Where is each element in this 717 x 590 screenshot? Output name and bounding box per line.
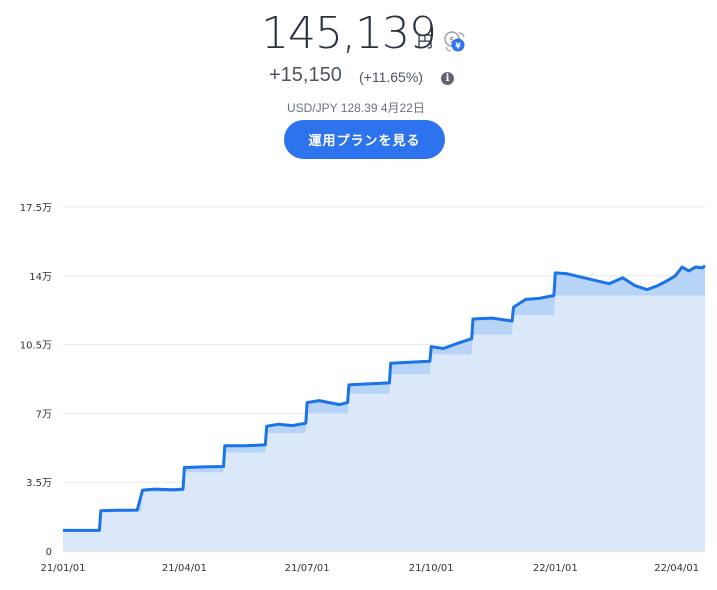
x-tick-label: 21/10/01 [409,563,454,574]
currency-unit: 円 [417,34,434,51]
deposit-area [63,295,705,551]
info-icon[interactable]: i [441,72,454,85]
svg-text:$: $ [449,36,455,46]
svg-text:¥: ¥ [455,41,461,50]
gain-percent: (+11.65%) [359,69,423,85]
view-plan-button[interactable]: 運用プランを見る [284,120,445,159]
y-tick-label: 17.5万 [20,203,52,214]
currency-switch-icon[interactable]: $ ¥ [443,30,467,54]
gain-area [63,265,705,532]
gain-row: +15,150 (+11.65%) i [0,62,717,90]
x-tick-label: 21/07/01 [285,563,330,574]
total-row: 145,139 円 $ ¥ [0,8,717,60]
total-value: 145,139 [261,8,437,59]
y-tick-label: 3.5万 [26,478,52,489]
fx-rate: USD/JPY 128.39 4月22日 [287,101,425,115]
gain-amount: +15,150 [269,64,342,86]
x-tick-label: 22/01/01 [533,563,578,574]
x-axis: 21/01/01 21/04/01 21/07/01 21/10/01 22/01/01… [41,563,700,574]
y-tick-label: 14万 [29,272,52,283]
valuation-line [63,264,706,532]
y-axis: 0 3.5万 7万 10.5万 14万 17.5万 [20,203,52,558]
x-tick-label: 22/04/01 [654,563,699,574]
x-tick-label: 21/01/01 [41,563,86,574]
y-tick-label: 7万 [36,409,52,420]
x-tick-label: 21/04/01 [162,563,207,574]
y-tick-label: 0 [46,547,52,558]
y-tick-label: 10.5万 [20,341,52,352]
